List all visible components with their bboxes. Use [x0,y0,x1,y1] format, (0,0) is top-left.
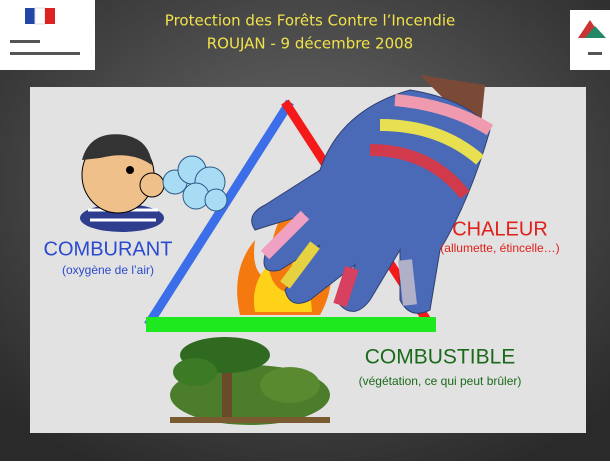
label-combustible: COMBUSTIBLE [365,346,516,369]
logo-right [570,10,610,70]
page: Protection des Forêts Contre l’Incendie … [0,0,610,465]
header-title: Protection des Forêts Contre l’Incendie [165,12,455,30]
label-comburant: COMBURANT [44,238,173,260]
logo-left [0,0,95,70]
label-chaleur: CHALEUR [452,218,548,240]
triangle-side-combustible [146,317,436,332]
label-comburant-detail: (oxygène de l’air) [62,263,154,277]
label-combustible-detail: (végétation, ce qui peut brûler) [359,374,522,388]
slide: Protection des Forêts Contre l’Incendie … [0,0,610,461]
label-chaleur-detail: (allumette, étincelle…) [440,241,559,255]
header-subtitle: ROUJAN - 9 décembre 2008 [207,35,413,53]
